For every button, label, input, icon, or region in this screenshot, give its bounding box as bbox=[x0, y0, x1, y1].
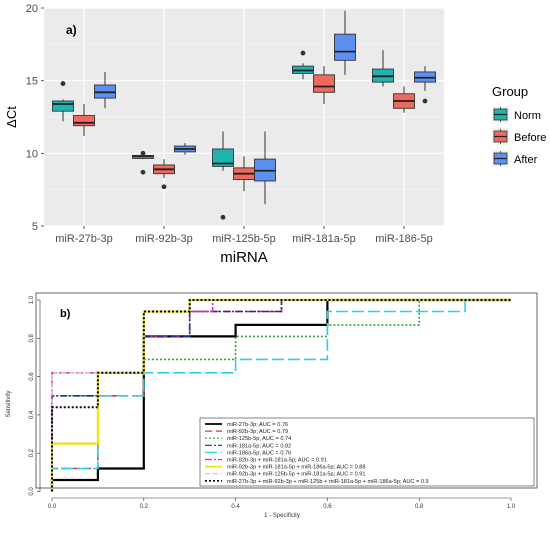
legend-label: miR-92b-3p + miR-125b-5p + miR-181a-5p; … bbox=[227, 472, 366, 478]
legend-label: miR-181a-5p; AUC = 0.82 bbox=[227, 443, 291, 449]
box-outlier bbox=[300, 50, 306, 56]
legend-box bbox=[199, 417, 535, 487]
x-tick-label: miR-27b-3p bbox=[55, 233, 112, 245]
roc-axes: 0.0 0.2 0.4 0.6 0.8 1.0 0.0 0.2 0.4 0.6 0.8 1.0 bbox=[29, 295, 516, 510]
boxplot-y-ticks: 5 10 15 20 bbox=[26, 3, 44, 233]
x-tick-label: 0.4 bbox=[231, 504, 240, 510]
roc-frame bbox=[35, 292, 538, 489]
x-tick-label: 0.6 bbox=[323, 504, 332, 510]
legend-label: miR-27b-3p; AUC = 0.76 bbox=[227, 422, 288, 428]
box-norm bbox=[52, 81, 74, 122]
box-body bbox=[313, 74, 335, 93]
legend-label: miR-92b-3p + miR-181a-5p + miR-186a-5p; … bbox=[227, 465, 366, 471]
box-outlier bbox=[161, 184, 167, 190]
legend-label: miR-27b-3p + miR-92b-3p + miR-125b + miR… bbox=[227, 479, 429, 485]
box-outlier bbox=[422, 98, 428, 104]
boxplot-y-axis-title: ΔCt bbox=[4, 106, 19, 128]
box-after bbox=[254, 131, 276, 205]
x-tick-label: 0.8 bbox=[415, 504, 424, 510]
box-body bbox=[73, 115, 95, 127]
y-tick-label: 5 bbox=[32, 221, 38, 233]
box-before bbox=[153, 159, 175, 190]
box-outlier bbox=[140, 169, 146, 175]
box-norm bbox=[212, 131, 234, 220]
box-before bbox=[393, 86, 415, 113]
x-tick-label: miR-125b-5p bbox=[212, 233, 276, 245]
legend-title: Group bbox=[492, 84, 528, 99]
box-body bbox=[212, 148, 234, 167]
panel-label-b: b) bbox=[60, 308, 71, 320]
box-body bbox=[334, 33, 356, 61]
y-tick-label: 0.2 bbox=[29, 448, 35, 457]
y-tick-label: 0.4 bbox=[29, 410, 35, 419]
y-tick-label: 0.6 bbox=[29, 372, 35, 381]
box-after bbox=[334, 10, 356, 75]
box-outlier bbox=[140, 150, 146, 156]
x-tick-label: 1.0 bbox=[507, 504, 516, 510]
legend-label: miR-92b-3p + miR-181a-5p; AUC = 0.91 bbox=[227, 458, 327, 464]
boxplot-legend: Group Norm Before After bbox=[492, 84, 546, 167]
legend-label: miR-186a-5p; AUC = 0.76 bbox=[227, 450, 291, 456]
box-after bbox=[414, 66, 436, 104]
roc-curve-4 bbox=[51, 299, 511, 492]
legend-label: miR-92b-3p; AUC = 0.79 bbox=[227, 429, 288, 435]
boxplot-x-axis-title: miRNA bbox=[220, 249, 268, 266]
legend-label: After bbox=[514, 154, 538, 166]
x-tick-label: miR-181a-5p bbox=[292, 233, 356, 245]
roc-x-axis-title: 1 - Specificity bbox=[264, 513, 300, 519]
box-norm bbox=[292, 50, 314, 80]
x-tick-label: 0.2 bbox=[140, 504, 149, 510]
box-before bbox=[313, 66, 335, 104]
legend-label: Norm bbox=[514, 110, 541, 122]
y-tick-label: 1.0 bbox=[29, 295, 35, 304]
y-tick-label: 0.0 bbox=[29, 487, 35, 496]
panel-label-a: a) bbox=[66, 23, 77, 37]
roc-curves bbox=[50, 298, 511, 492]
roc-chart: 0.0 0.2 0.4 0.6 0.8 1.00.00.20.40.60.81.0 b) … bbox=[6, 292, 538, 519]
box-outlier bbox=[220, 214, 226, 220]
roc-y-axis-title: Sensitivity bbox=[6, 390, 12, 417]
roc-curve-5 bbox=[51, 299, 511, 492]
box-norm bbox=[372, 50, 394, 87]
x-tick-label: miR-92b-3p bbox=[135, 233, 192, 245]
y-tick-label: 15 bbox=[26, 76, 38, 88]
box-body bbox=[52, 100, 74, 112]
boxplot-x-ticks: miR-27b-3p miR-92b-3p miR-125b-5p miR-181a-… bbox=[55, 226, 433, 245]
box-outlier bbox=[60, 81, 66, 86]
y-tick-label: 10 bbox=[26, 148, 38, 160]
roc-curve-9 bbox=[51, 299, 511, 492]
box-after bbox=[94, 71, 116, 109]
box-before bbox=[73, 103, 95, 136]
legend-label: Before bbox=[514, 132, 546, 144]
x-tick-label: 0.0 bbox=[48, 504, 57, 510]
y-tick-label: 20 bbox=[26, 3, 38, 15]
box-norm bbox=[132, 150, 154, 175]
roc-curve-6 bbox=[51, 299, 511, 492]
legend-label: miR-125b-5p; AUC = 0.74 bbox=[227, 436, 291, 442]
x-tick-label: miR-186-5p bbox=[375, 233, 432, 245]
box-after bbox=[174, 143, 196, 155]
boxplot-boxes bbox=[52, 10, 436, 220]
y-tick-label: 0.8 bbox=[29, 333, 35, 342]
